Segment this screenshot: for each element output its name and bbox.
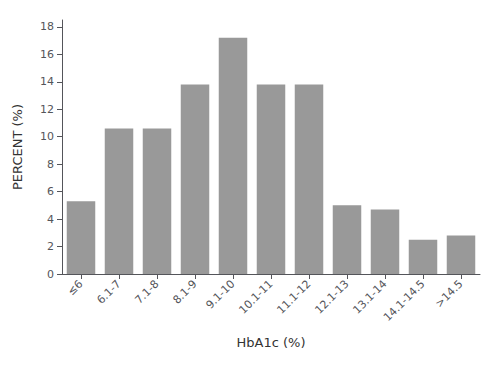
svg-text:10.1-11: 10.1-11 <box>236 277 275 316</box>
svg-text:>14.5: >14.5 <box>433 277 466 310</box>
svg-text:0: 0 <box>47 268 54 281</box>
svg-text:HbA1c (%): HbA1c (%) <box>237 335 306 350</box>
svg-text:4: 4 <box>47 213 54 226</box>
svg-text:8: 8 <box>47 158 54 171</box>
svg-text:16: 16 <box>40 48 54 61</box>
svg-text:8.1-9: 8.1-9 <box>170 277 199 306</box>
svg-text:12: 12 <box>40 103 54 116</box>
svg-text:6: 6 <box>47 185 54 198</box>
svg-text:PERCENT (%): PERCENT (%) <box>10 104 25 190</box>
svg-text:≤6: ≤6 <box>65 277 86 298</box>
svg-text:14.1-14.5: 14.1-14.5 <box>381 277 428 324</box>
svg-text:18: 18 <box>40 20 54 33</box>
svg-text:12.1-13: 12.1-13 <box>312 277 351 316</box>
svg-text:13.1-14: 13.1-14 <box>350 277 390 317</box>
svg-text:6.1-7: 6.1-7 <box>94 277 123 306</box>
svg-text:2: 2 <box>47 240 54 253</box>
svg-text:10: 10 <box>40 130 54 143</box>
svg-text:9.1-10: 9.1-10 <box>203 277 237 311</box>
svg-text:7.1-8: 7.1-8 <box>132 277 161 306</box>
svg-text:11.1-12: 11.1-12 <box>274 277 313 316</box>
svg-text:14: 14 <box>40 75 54 88</box>
